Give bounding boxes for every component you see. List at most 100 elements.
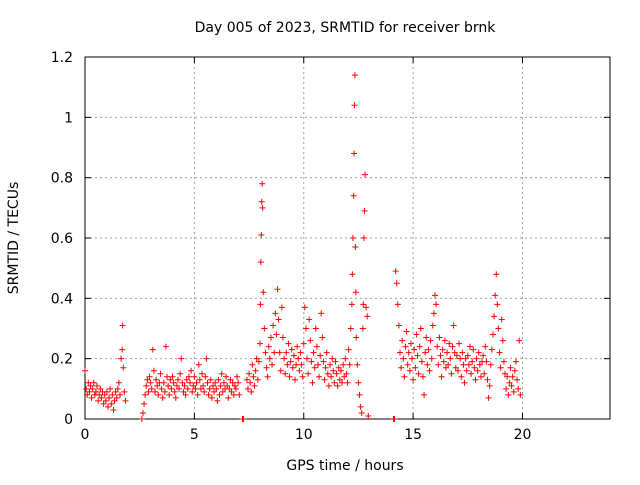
data-point bbox=[159, 394, 166, 401]
data-point bbox=[355, 379, 362, 386]
data-point bbox=[492, 292, 499, 299]
data-point bbox=[212, 379, 219, 386]
data-point bbox=[429, 322, 436, 329]
data-point bbox=[82, 367, 88, 374]
data-point bbox=[313, 343, 320, 350]
data-point bbox=[185, 373, 192, 380]
data-point bbox=[174, 376, 181, 383]
data-point bbox=[394, 301, 401, 308]
data-point bbox=[417, 325, 424, 332]
data-point bbox=[312, 325, 319, 332]
data-point bbox=[265, 343, 272, 350]
data-point bbox=[161, 388, 168, 395]
data-point bbox=[180, 388, 187, 395]
data-point bbox=[247, 379, 254, 386]
data-point bbox=[336, 376, 343, 383]
data-point bbox=[395, 322, 402, 329]
data-point bbox=[456, 340, 463, 347]
data-point bbox=[259, 204, 266, 211]
data-point bbox=[464, 352, 471, 359]
x-tick-label: 0 bbox=[81, 427, 90, 443]
data-point bbox=[211, 388, 218, 395]
data-point bbox=[452, 364, 459, 371]
data-point bbox=[277, 367, 284, 374]
data-point bbox=[119, 346, 126, 353]
data-point bbox=[441, 337, 448, 344]
data-point bbox=[264, 373, 271, 380]
data-point bbox=[360, 301, 367, 308]
data-point bbox=[305, 370, 312, 377]
data-point bbox=[224, 382, 231, 389]
data-point bbox=[255, 358, 262, 365]
data-point bbox=[362, 171, 368, 178]
data-point bbox=[393, 280, 400, 287]
data-point bbox=[433, 301, 440, 308]
data-point bbox=[278, 304, 285, 311]
data-point bbox=[100, 400, 107, 407]
data-point bbox=[252, 367, 259, 374]
data-point bbox=[196, 376, 203, 383]
data-point bbox=[143, 382, 150, 389]
data-point bbox=[191, 373, 198, 380]
data-point bbox=[179, 379, 186, 386]
y-tick-label: 1 bbox=[64, 110, 73, 126]
data-point bbox=[344, 379, 351, 386]
data-point bbox=[96, 391, 103, 398]
data-point bbox=[407, 340, 414, 347]
data-point bbox=[286, 373, 293, 380]
data-point bbox=[484, 376, 491, 383]
data-point bbox=[352, 289, 359, 296]
data-point bbox=[276, 349, 283, 356]
data-point bbox=[244, 385, 251, 392]
y-axis-label: SRMTID / TECUs bbox=[6, 182, 22, 295]
data-point bbox=[415, 370, 422, 377]
data-point bbox=[461, 379, 468, 386]
data-point bbox=[152, 388, 158, 395]
y-tick-label: 1.2 bbox=[51, 50, 73, 66]
data-point bbox=[112, 388, 119, 395]
data-point bbox=[165, 382, 172, 389]
data-point bbox=[316, 373, 323, 380]
data-point bbox=[392, 268, 399, 275]
data-point bbox=[183, 376, 190, 383]
data-point bbox=[472, 376, 479, 383]
data-point bbox=[471, 364, 478, 371]
data-point bbox=[153, 376, 160, 383]
data-point bbox=[512, 358, 519, 365]
data-point bbox=[206, 385, 213, 392]
data-point bbox=[476, 361, 483, 368]
data-point bbox=[467, 343, 473, 350]
data-point bbox=[325, 382, 332, 389]
data-point bbox=[328, 373, 335, 380]
data-point bbox=[494, 301, 501, 308]
data-point bbox=[83, 385, 90, 392]
data-point bbox=[120, 364, 127, 371]
data-point bbox=[343, 370, 350, 377]
data-point bbox=[416, 343, 423, 350]
data-point bbox=[230, 391, 237, 398]
data-point bbox=[341, 373, 348, 380]
data-point bbox=[450, 322, 457, 329]
data-point bbox=[208, 394, 215, 401]
data-point bbox=[426, 367, 433, 374]
data-point bbox=[485, 394, 492, 401]
data-point bbox=[226, 385, 233, 392]
data-point bbox=[301, 304, 308, 311]
data-point bbox=[178, 355, 185, 362]
data-point bbox=[290, 352, 297, 359]
data-point bbox=[292, 376, 298, 383]
data-point bbox=[272, 310, 279, 317]
data-point bbox=[449, 343, 456, 350]
data-point bbox=[118, 355, 125, 362]
data-point bbox=[304, 355, 311, 362]
data-point bbox=[397, 349, 403, 356]
y-tick-label: 0.6 bbox=[51, 231, 73, 247]
data-point bbox=[352, 244, 359, 251]
data-point bbox=[442, 364, 449, 371]
x-tick-label: 20 bbox=[514, 427, 532, 443]
data-point bbox=[203, 355, 210, 362]
data-point bbox=[111, 397, 118, 404]
data-point bbox=[515, 385, 522, 392]
data-point bbox=[257, 259, 264, 266]
data-point bbox=[187, 379, 193, 386]
